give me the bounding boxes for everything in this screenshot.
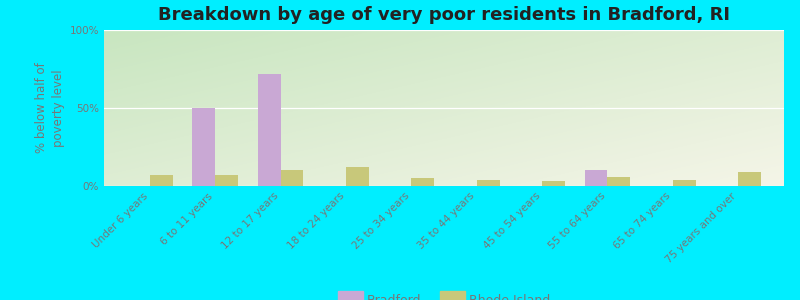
Bar <box>150 175 173 186</box>
Bar <box>738 172 761 186</box>
Bar <box>477 180 499 186</box>
Bar <box>192 108 215 186</box>
Bar <box>585 170 607 186</box>
Bar <box>258 74 281 186</box>
Y-axis label: % below half of
poverty level: % below half of poverty level <box>35 63 66 153</box>
Bar <box>542 181 565 186</box>
Title: Breakdown by age of very poor residents in Bradford, RI: Breakdown by age of very poor residents … <box>158 6 730 24</box>
Bar <box>607 177 630 186</box>
Bar <box>411 178 434 186</box>
Bar <box>346 167 369 186</box>
Bar <box>215 175 238 186</box>
Legend: Bradford, Rhode Island: Bradford, Rhode Island <box>333 289 555 300</box>
Bar <box>673 180 696 186</box>
Bar <box>281 170 303 186</box>
